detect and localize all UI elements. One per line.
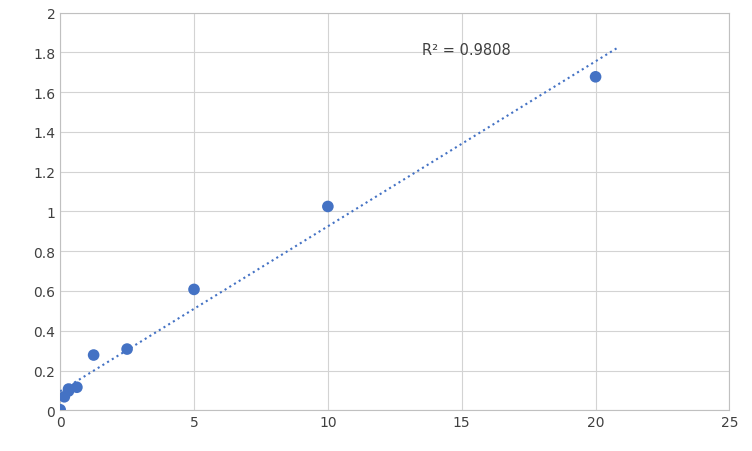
Point: [590, 74, 602, 81]
Point: [71, 384, 83, 391]
Point: [121, 345, 133, 353]
Point: [87, 352, 99, 359]
Point: [322, 203, 334, 211]
Point: [54, 406, 66, 414]
Point: [59, 393, 71, 400]
Text: R² = 0.9808: R² = 0.9808: [422, 43, 511, 58]
Point: [62, 387, 74, 395]
Point: [62, 386, 74, 393]
Point: [188, 286, 200, 293]
